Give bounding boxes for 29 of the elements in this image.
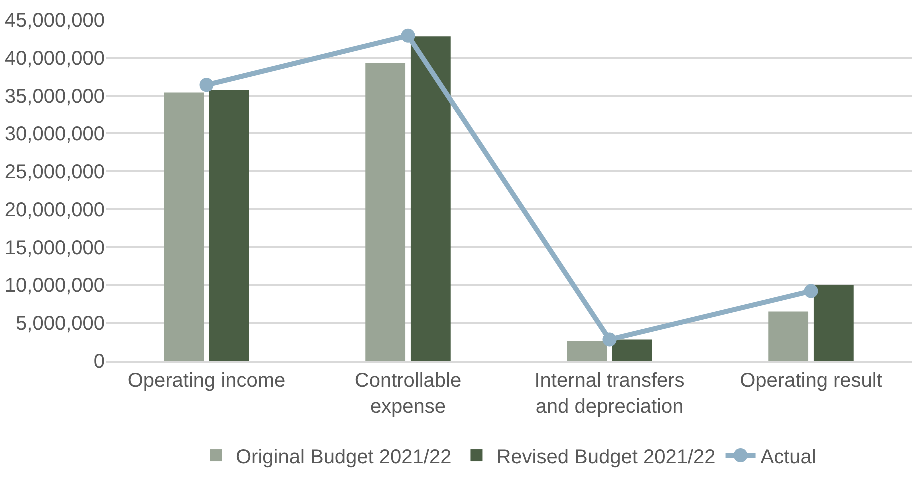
point [804,284,818,298]
x-tick-label: Controllable expense [354,370,462,418]
bar [768,312,809,361]
legend-label: Revised Budget 2021/22 [496,446,716,468]
x-tick-label: Operating income [128,370,286,392]
x-tick-label: Operating result [740,370,883,392]
y-tick-label: 10,000,000 [4,275,105,298]
bar [612,340,652,361]
bar [164,92,204,361]
y-tick-label: 45,000,000 [4,10,105,32]
point [602,332,617,347]
bar [366,63,406,361]
bar [209,90,250,361]
y-tick-label: 15,000,000 [4,237,105,260]
bar [410,36,451,361]
point [401,28,416,43]
legend-label: Original Budget 2021/22 [236,446,452,468]
y-tick-label: 20,000,000 [4,199,105,222]
y-tick-label: 30,000,000 [4,124,105,146]
y-tick-label: 0 [94,351,105,373]
y-tick-label: 5,000,000 [16,313,105,336]
x-tick-label: Internal transfers and depreciation [534,370,685,418]
y-tick-label: 35,000,000 [4,86,105,108]
bar [814,285,854,361]
y-tick-label: 25,000,000 [4,162,105,184]
y-tick-label: 40,000,000 [4,48,105,70]
bar [567,341,608,361]
point [200,78,214,92]
legend-label: Actual [760,446,816,468]
